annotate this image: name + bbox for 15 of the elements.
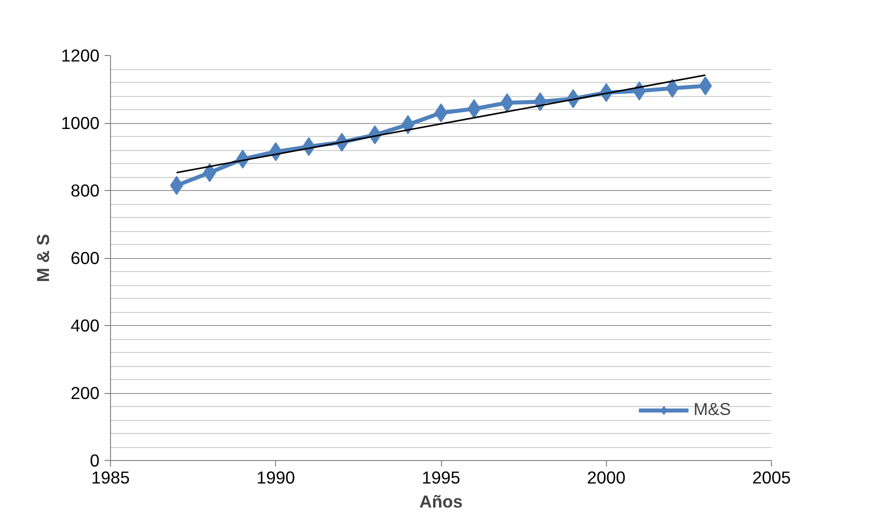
x-tick-label: 1995 — [422, 468, 460, 488]
x-tick-label: 2005 — [752, 468, 791, 488]
y-tick-label: 0 — [90, 450, 100, 470]
y-tick-label: 1000 — [60, 113, 100, 133]
legend-label: M&S — [693, 399, 731, 420]
y-tick-label: 400 — [70, 316, 100, 336]
x-axis-title: Años — [419, 492, 463, 512]
x-tick-label: 2000 — [586, 468, 626, 488]
y-tick-label: 800 — [70, 180, 100, 200]
y-tick-label: 600 — [70, 248, 100, 268]
x-tick-label: 1990 — [256, 468, 296, 488]
y-tick-label: 1200 — [60, 46, 100, 66]
x-tick-label: 1985 — [91, 468, 130, 488]
y-axis-title: M & S — [32, 234, 53, 282]
y-tick-label: 200 — [70, 383, 100, 403]
